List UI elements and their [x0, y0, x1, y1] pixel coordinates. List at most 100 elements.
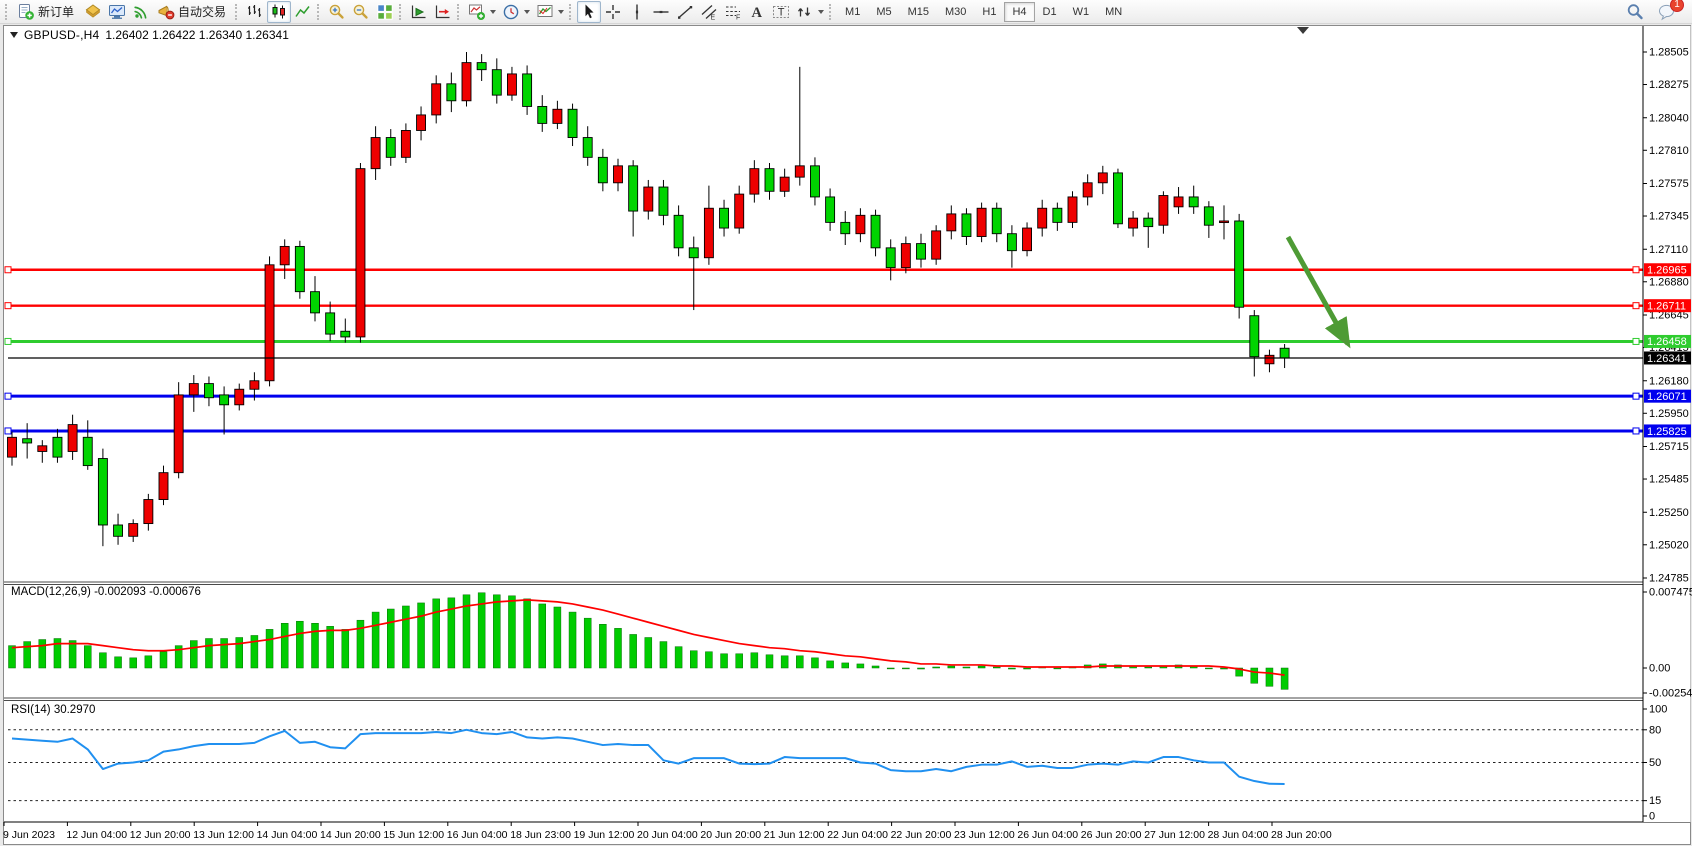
svg-text:1.25485: 1.25485 [1649, 474, 1689, 486]
bar-chart-icon [248, 4, 262, 17]
notification-badge: 1 [1670, 0, 1684, 12]
svg-text:1.24785: 1.24785 [1649, 573, 1689, 585]
macd-indicator [8, 592, 1289, 690]
svg-text:15: 15 [1649, 795, 1661, 807]
toolbar-grip[interactable] [569, 3, 573, 20]
hline-handle[interactable] [4, 302, 12, 310]
line-chart-button[interactable] [291, 1, 315, 23]
horizontal-line-button[interactable] [649, 1, 673, 23]
hline-handle[interactable] [1632, 427, 1640, 435]
zoom-in-button[interactable] [325, 1, 349, 23]
new-order-button-label: 新订单 [38, 5, 75, 19]
timeframe-w1-button[interactable]: W1 [1072, 5, 1090, 18]
charts-window-button[interactable] [105, 1, 129, 23]
svg-text:1.25825: 1.25825 [1647, 426, 1687, 438]
hline-handle[interactable] [4, 266, 12, 274]
hline-1.25825[interactable] [4, 427, 1643, 435]
svg-text:1.25250: 1.25250 [1649, 507, 1689, 519]
indicators-button[interactable] [465, 1, 499, 23]
hline-handle[interactable] [1632, 266, 1640, 274]
zoom-out-button[interactable] [349, 1, 373, 23]
hline-handle[interactable] [1632, 302, 1640, 310]
timeframe-m15-button[interactable]: M15 [907, 5, 929, 18]
svg-text:80: 80 [1649, 724, 1661, 736]
charts-window-icon [109, 4, 126, 19]
hline-1.26458[interactable] [4, 337, 1643, 345]
hline-1.26071[interactable] [4, 392, 1643, 400]
timeframe-h4-button[interactable]: H4 [1004, 1, 1035, 22]
timeframe-d1-button[interactable]: D1 [1042, 5, 1057, 18]
timeframe-m30-button[interactable]: M30 [945, 5, 967, 18]
equidistant-channel-button[interactable]: E [697, 1, 721, 23]
svg-text:-0.002549: -0.002549 [1649, 688, 1692, 700]
autotrading-icon [158, 5, 175, 19]
svg-text:14 Jun 20:00: 14 Jun 20:00 [320, 829, 381, 841]
toolbar-grip[interactable] [457, 3, 461, 20]
hline-1.26965[interactable] [4, 266, 1643, 274]
price-scale[interactable]: 1.28505 1.28275 1.28040 1.27810 1.27575 1.273… [1643, 47, 1689, 585]
svg-text:28 Jun 20:00: 28 Jun 20:00 [1271, 829, 1332, 841]
text-button[interactable]: A [745, 1, 769, 23]
tile-windows-button[interactable] [373, 1, 397, 23]
chart-shift-icon [435, 5, 450, 18]
chart-shift-marker[interactable] [1297, 27, 1309, 34]
price-tag-1.26458: 1.26458 [1644, 334, 1691, 348]
timeframe-h1-button[interactable]: H1 [982, 5, 997, 18]
macd-scale[interactable]: 0.007475 0.00 -0.002549 [1643, 587, 1692, 700]
toolbar-grip[interactable] [829, 3, 833, 20]
search-button[interactable] [1623, 1, 1647, 23]
hline-1.26711[interactable] [4, 302, 1643, 310]
autotrading-button[interactable]: 自动交易 [153, 1, 233, 23]
rsi-scale[interactable]: 100 80 50 15 0 [1643, 704, 1667, 823]
hline-objects[interactable] [4, 266, 1643, 435]
hline-handle[interactable] [1632, 337, 1640, 345]
svg-text:26 Jun 20:00: 26 Jun 20:00 [1081, 829, 1142, 841]
bar-chart-button[interactable] [243, 1, 267, 23]
svg-text:18 Jun 23:00: 18 Jun 23:00 [510, 829, 571, 841]
periods-icon [503, 4, 519, 19]
crosshair-button[interactable] [601, 1, 625, 23]
signals-button[interactable] [129, 1, 153, 23]
hline-handle[interactable] [1632, 392, 1640, 400]
rsi-indicator [8, 728, 1643, 802]
toolbar-grip[interactable] [317, 3, 321, 20]
toolbar-grip[interactable] [5, 3, 9, 20]
vertical-line-icon [635, 4, 639, 19]
auto-scroll-button[interactable] [407, 1, 431, 23]
svg-text:15 Jun 12:00: 15 Jun 12:00 [383, 829, 444, 841]
price-axis-background [1643, 26, 1691, 822]
timeframe-mn-button[interactable]: MN [1105, 5, 1123, 18]
new-order-button[interactable]: 新订单 [13, 1, 81, 23]
one-click-trading-icon[interactable] [10, 32, 18, 38]
cursor-button[interactable] [577, 0, 602, 23]
hline-handle[interactable] [4, 392, 12, 400]
svg-text:14 Jun 04:00: 14 Jun 04:00 [257, 829, 318, 841]
text-label-button[interactable]: T [769, 1, 793, 23]
toolbar-grip[interactable] [399, 3, 403, 20]
hline-handle[interactable] [4, 337, 12, 345]
autotrading-button-label: 自动交易 [178, 5, 227, 19]
toolbar-grip[interactable] [235, 3, 239, 20]
chart-window-frame [3, 25, 1691, 845]
candlestick-chart-button[interactable] [267, 0, 292, 23]
svg-text:22 Jun 04:00: 22 Jun 04:00 [827, 829, 888, 841]
vertical-line-button[interactable] [625, 1, 649, 23]
quotes-button[interactable] [81, 1, 105, 23]
timeframe-m5-button[interactable]: M5 [876, 5, 892, 18]
main-toolbar: 新订单 自动交易 E F A T M1 M5 M15 M30 H1 H4 D1 W1 MN 1 [0, 0, 1692, 24]
hline-handle[interactable] [4, 427, 12, 435]
templates-button[interactable] [533, 1, 567, 23]
trend-arrow-annotation[interactable] [1285, 235, 1351, 349]
timeframe-m1-button[interactable]: M1 [845, 5, 861, 18]
svg-text:1.27110: 1.27110 [1649, 244, 1688, 256]
periods-button[interactable] [499, 1, 533, 23]
notifications-button[interactable]: 1 [1655, 0, 1684, 23]
chart-shift-button[interactable] [431, 1, 455, 23]
svg-text:1.25020: 1.25020 [1649, 539, 1689, 551]
trendline-button[interactable] [673, 1, 697, 23]
arrows-button[interactable] [793, 1, 827, 23]
svg-text:T: T [778, 6, 785, 18]
time-scale[interactable]: 9 Jun 2023 12 Jun 04:00 12 Jun 20:00 13 Jun… [3, 822, 1332, 841]
fibonacci-button[interactable]: F [721, 1, 745, 23]
